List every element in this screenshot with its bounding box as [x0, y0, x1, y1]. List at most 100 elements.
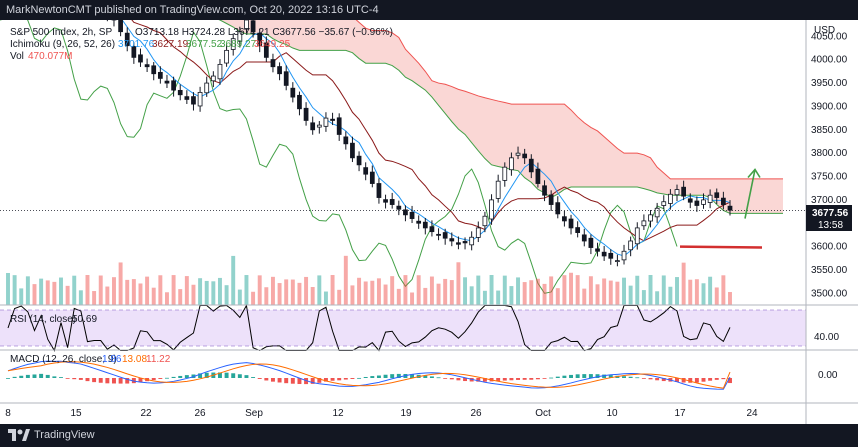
macd-histogram-bar	[661, 378, 666, 382]
candle-body	[177, 89, 183, 96]
macd-histogram-bar	[277, 378, 282, 383]
candle-body	[336, 117, 342, 135]
volume-bar	[131, 279, 136, 305]
price-tick: 4050.00	[811, 31, 848, 42]
macd-histogram-bar	[628, 376, 633, 378]
macd-histogram-bar	[198, 373, 203, 378]
macd-histogram-bar	[323, 378, 328, 382]
time-axis[interactable]: 8 15 22 26 Sep 12 19 26 Oct 10 17 24	[5, 408, 758, 419]
candle-body	[575, 227, 581, 233]
macd-histogram-bar	[39, 373, 44, 378]
candle-body	[615, 260, 620, 263]
volume-bar	[85, 275, 90, 305]
macd-histogram-bar	[463, 378, 468, 382]
macd-histogram-bar	[337, 378, 342, 381]
candle-body	[403, 209, 408, 216]
candle-body	[502, 166, 508, 181]
chart-svg[interactable]: S&P 500 Index, 2h, SP O3713.18 H3724.28 …	[0, 0, 858, 424]
volume-bar	[575, 275, 580, 305]
volume-bar	[270, 276, 275, 305]
candle-body	[495, 180, 501, 199]
candle-body	[641, 220, 647, 227]
volume-bar	[668, 286, 673, 305]
macd-histogram-bar	[694, 378, 699, 383]
volume-bar	[562, 275, 567, 305]
macd-histogram-bar	[244, 375, 249, 378]
macd-histogram-bar	[343, 378, 348, 380]
time-tick: 17	[674, 408, 686, 419]
volume-bar	[310, 287, 315, 305]
macd-value-3: 11.22	[146, 354, 171, 365]
volume-bar	[641, 290, 646, 305]
volume-bar	[304, 276, 309, 305]
volume-bar	[231, 255, 236, 305]
macd-histogram-bar	[535, 378, 540, 380]
volume-bar	[59, 277, 63, 305]
candle-body	[661, 201, 667, 206]
macd-histogram-bar	[396, 373, 401, 378]
volume-bar	[502, 275, 507, 305]
volume-bar	[516, 277, 521, 305]
volume-bar	[72, 275, 77, 305]
macd-histogram-bar	[217, 372, 222, 378]
volume-bar	[688, 279, 693, 305]
volume-bar	[555, 288, 560, 305]
volume-bar	[198, 278, 203, 305]
macd-histogram-bar	[482, 378, 487, 382]
time-tick: 8	[5, 408, 11, 419]
candle-body	[535, 168, 541, 184]
macd-histogram-bar	[622, 376, 626, 378]
price-tick: 3900.00	[811, 101, 848, 112]
candle-body	[701, 199, 706, 205]
candle-body	[528, 158, 534, 173]
candle-body	[303, 107, 309, 121]
price-legend: S&P 500 Index, 2h, SP O3713.18 H3724.28 …	[10, 27, 393, 365]
price-tick: 3750.00	[811, 172, 848, 183]
volume-bar	[582, 288, 587, 305]
last-price-tag: 3677.56 13:58	[806, 205, 852, 231]
price-pane[interactable]	[0, 0, 806, 305]
candle-body	[244, 19, 249, 30]
volume-bar	[436, 283, 441, 305]
volume-bar	[681, 262, 686, 305]
macd-histogram-bar	[648, 378, 653, 380]
macd-histogram-bar	[131, 378, 136, 384]
candle-body	[634, 227, 640, 245]
chart-area[interactable]: S&P 500 Index, 2h, SP O3713.18 H3724.28 …	[0, 0, 858, 424]
price-axis[interactable]: 4050.00 4000.00 3950.00 3900.00 3850.00 3800.…	[811, 31, 848, 299]
price-tick: 3550.00	[811, 265, 848, 276]
candle-body	[707, 194, 713, 203]
macd-histogram-bar	[25, 374, 30, 378]
macd-histogram-bar	[675, 378, 679, 382]
macd-histogram-bar	[19, 375, 24, 378]
macd-histogram-bar	[151, 378, 156, 381]
macd-histogram-bar	[582, 374, 587, 378]
macd-histogram-bar	[443, 378, 448, 379]
candle-body	[469, 236, 475, 246]
candle-body	[138, 54, 143, 63]
candle-body	[515, 152, 521, 156]
macd-histogram-bar	[251, 377, 256, 378]
candle-body	[648, 214, 653, 222]
volume-bar	[125, 279, 130, 305]
time-tick: Sep	[245, 408, 263, 419]
candle-body	[144, 64, 150, 68]
macd-pane[interactable]	[6, 360, 732, 390]
volume-bar	[635, 275, 640, 305]
volume-bar	[708, 276, 713, 305]
candle-body	[250, 20, 256, 33]
macd-histogram-bar	[105, 378, 110, 384]
tradingview-logo[interactable]: TradingView	[8, 429, 95, 441]
macd-histogram-bar	[522, 378, 527, 380]
ichimoku-value-1: 3701.76	[118, 39, 155, 50]
candle-body	[257, 32, 263, 47]
rsi-pane[interactable]	[0, 303, 806, 352]
macd-histogram-bar	[721, 378, 726, 380]
macd-histogram-bar	[429, 376, 434, 378]
time-tick: 15	[70, 408, 82, 419]
macd-histogram-bar	[284, 378, 289, 384]
volume-bar	[52, 281, 57, 305]
macd-histogram-bar	[476, 378, 481, 382]
candle-body	[542, 185, 547, 196]
candle-body	[608, 252, 614, 259]
